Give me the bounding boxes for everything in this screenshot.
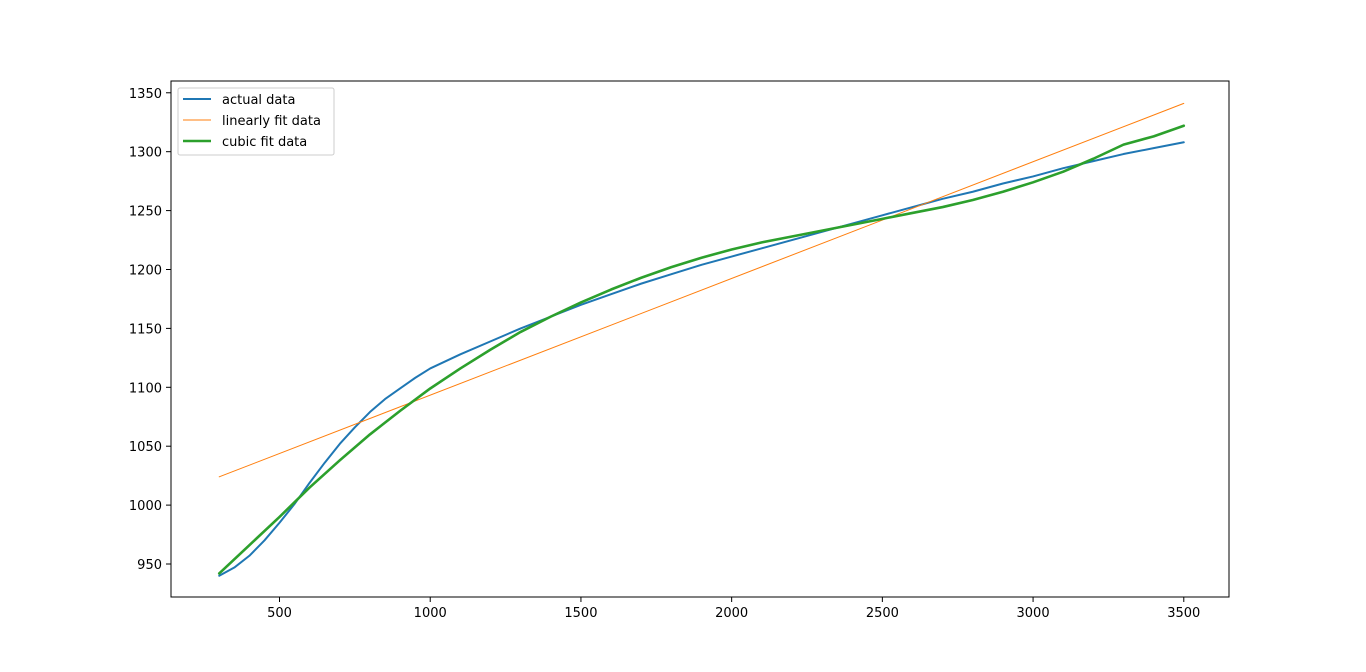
y-tick-label: 1350 bbox=[129, 87, 162, 102]
y-tick-label: 1100 bbox=[129, 381, 162, 396]
y-tick-label: 1050 bbox=[129, 440, 162, 455]
y-tick-label: 1300 bbox=[129, 146, 162, 161]
x-tick-label: 2000 bbox=[715, 606, 748, 621]
y-tick-label: 1000 bbox=[129, 499, 162, 514]
y-tick-label: 1200 bbox=[129, 263, 162, 278]
axes-frame bbox=[170, 80, 1230, 598]
legend-label-1: linearly fit data bbox=[222, 114, 321, 129]
x-tick-label: 1000 bbox=[414, 606, 447, 621]
plot-area bbox=[217, 102, 1186, 577]
x-tick-label: 3500 bbox=[1167, 606, 1200, 621]
series-line-1 bbox=[218, 102, 1185, 478]
x-tick-label: 3000 bbox=[1017, 606, 1050, 621]
y-tick-label: 1150 bbox=[129, 322, 162, 337]
x-axis: 500 1000 1500 2000 2500 3000 3500 bbox=[267, 597, 1200, 621]
legend-label-2: cubic fit data bbox=[222, 135, 307, 150]
x-tick-label: 2500 bbox=[866, 606, 899, 621]
y-axis: 950 1000 1050 1100 1150 1200 1250 1300 1350 bbox=[129, 87, 171, 573]
series-line-0 bbox=[218, 141, 1185, 577]
legend: actual data linearly fit data cubic fit da… bbox=[177, 87, 335, 156]
legend-box bbox=[177, 87, 335, 156]
series-line-2 bbox=[217, 124, 1186, 575]
legend-label-0: actual data bbox=[222, 93, 295, 108]
x-tick-label: 500 bbox=[267, 606, 292, 621]
y-tick-label: 1250 bbox=[129, 205, 162, 220]
x-tick-label: 1500 bbox=[564, 606, 597, 621]
y-tick-label: 950 bbox=[137, 558, 162, 573]
